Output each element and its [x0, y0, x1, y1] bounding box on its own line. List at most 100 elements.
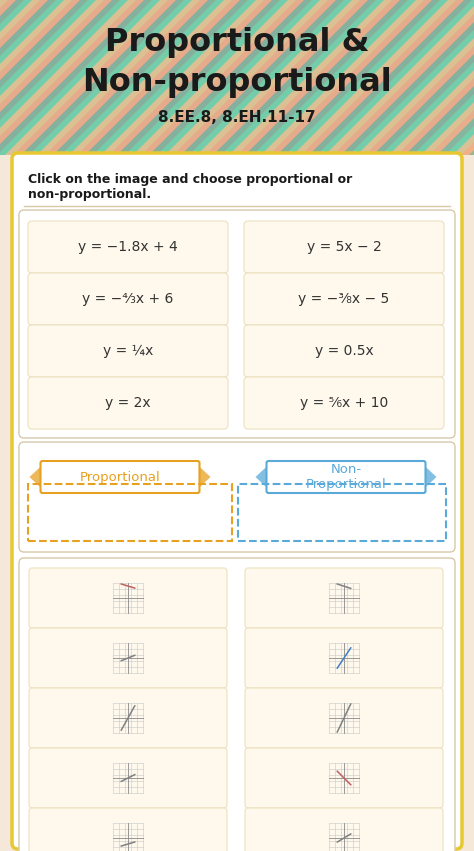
Polygon shape — [0, 0, 56, 155]
Polygon shape — [173, 0, 344, 155]
FancyBboxPatch shape — [28, 377, 228, 429]
Polygon shape — [397, 0, 474, 155]
Polygon shape — [269, 0, 440, 155]
Polygon shape — [373, 0, 474, 155]
Polygon shape — [0, 0, 40, 155]
Polygon shape — [0, 0, 72, 155]
Text: y = 2x: y = 2x — [105, 396, 151, 410]
Polygon shape — [0, 0, 104, 155]
Polygon shape — [0, 0, 128, 155]
Polygon shape — [453, 0, 474, 155]
FancyBboxPatch shape — [245, 568, 443, 628]
Polygon shape — [0, 0, 88, 155]
Polygon shape — [0, 0, 72, 155]
Polygon shape — [93, 0, 264, 155]
Text: Non-
Proportional: Non- Proportional — [306, 463, 386, 491]
Polygon shape — [325, 0, 474, 155]
Polygon shape — [69, 0, 240, 155]
Polygon shape — [237, 0, 408, 155]
Polygon shape — [0, 0, 32, 155]
Polygon shape — [29, 463, 45, 491]
Polygon shape — [0, 0, 8, 155]
Text: y = ¼x: y = ¼x — [103, 344, 153, 358]
Polygon shape — [317, 0, 474, 155]
Polygon shape — [0, 0, 112, 155]
Polygon shape — [0, 0, 160, 155]
Polygon shape — [261, 0, 432, 155]
FancyBboxPatch shape — [29, 808, 227, 851]
Polygon shape — [37, 0, 208, 155]
Polygon shape — [301, 0, 472, 155]
Polygon shape — [229, 0, 400, 155]
FancyBboxPatch shape — [245, 628, 443, 688]
Polygon shape — [0, 0, 16, 155]
Polygon shape — [293, 0, 464, 155]
Polygon shape — [469, 0, 474, 155]
Polygon shape — [0, 0, 96, 155]
Polygon shape — [397, 0, 474, 155]
Text: Click on the image and choose proportional or
non-proportional.: Click on the image and choose proportion… — [28, 173, 352, 201]
Polygon shape — [341, 0, 474, 155]
Polygon shape — [0, 0, 24, 155]
Polygon shape — [173, 0, 344, 155]
Polygon shape — [0, 0, 152, 155]
Polygon shape — [125, 0, 296, 155]
FancyBboxPatch shape — [245, 748, 443, 808]
Polygon shape — [389, 0, 474, 155]
Polygon shape — [45, 0, 216, 155]
Polygon shape — [285, 0, 456, 155]
Polygon shape — [309, 0, 474, 155]
Polygon shape — [253, 0, 424, 155]
Polygon shape — [437, 0, 474, 155]
Polygon shape — [221, 0, 392, 155]
Polygon shape — [461, 0, 474, 155]
Polygon shape — [389, 0, 474, 155]
Polygon shape — [245, 0, 416, 155]
Polygon shape — [413, 0, 474, 155]
Polygon shape — [413, 0, 474, 155]
Polygon shape — [221, 0, 392, 155]
Polygon shape — [29, 0, 200, 155]
Polygon shape — [0, 0, 104, 155]
Polygon shape — [181, 0, 352, 155]
Polygon shape — [173, 0, 344, 155]
Polygon shape — [0, 0, 16, 155]
Polygon shape — [0, 0, 112, 155]
FancyBboxPatch shape — [244, 325, 444, 377]
FancyBboxPatch shape — [29, 748, 227, 808]
Polygon shape — [365, 0, 474, 155]
Polygon shape — [237, 0, 408, 155]
Polygon shape — [61, 0, 232, 155]
Polygon shape — [0, 0, 64, 155]
FancyBboxPatch shape — [29, 628, 227, 688]
Polygon shape — [109, 0, 280, 155]
FancyBboxPatch shape — [28, 221, 228, 273]
FancyBboxPatch shape — [19, 210, 455, 438]
Polygon shape — [189, 0, 360, 155]
Polygon shape — [0, 0, 136, 155]
Polygon shape — [157, 0, 328, 155]
Polygon shape — [397, 0, 474, 155]
Polygon shape — [45, 0, 216, 155]
Polygon shape — [365, 0, 474, 155]
Polygon shape — [45, 0, 216, 155]
Polygon shape — [317, 0, 474, 155]
Polygon shape — [285, 0, 456, 155]
Polygon shape — [357, 0, 474, 155]
Polygon shape — [133, 0, 304, 155]
Polygon shape — [101, 0, 272, 155]
Polygon shape — [357, 0, 474, 155]
Polygon shape — [381, 0, 474, 155]
Polygon shape — [349, 0, 474, 155]
Polygon shape — [0, 0, 72, 155]
Polygon shape — [261, 0, 432, 155]
Polygon shape — [0, 0, 88, 155]
Polygon shape — [29, 0, 200, 155]
Polygon shape — [213, 0, 384, 155]
Polygon shape — [117, 0, 288, 155]
Polygon shape — [0, 0, 152, 155]
FancyBboxPatch shape — [244, 221, 444, 273]
Polygon shape — [197, 0, 368, 155]
Polygon shape — [205, 0, 376, 155]
Polygon shape — [0, 0, 24, 155]
